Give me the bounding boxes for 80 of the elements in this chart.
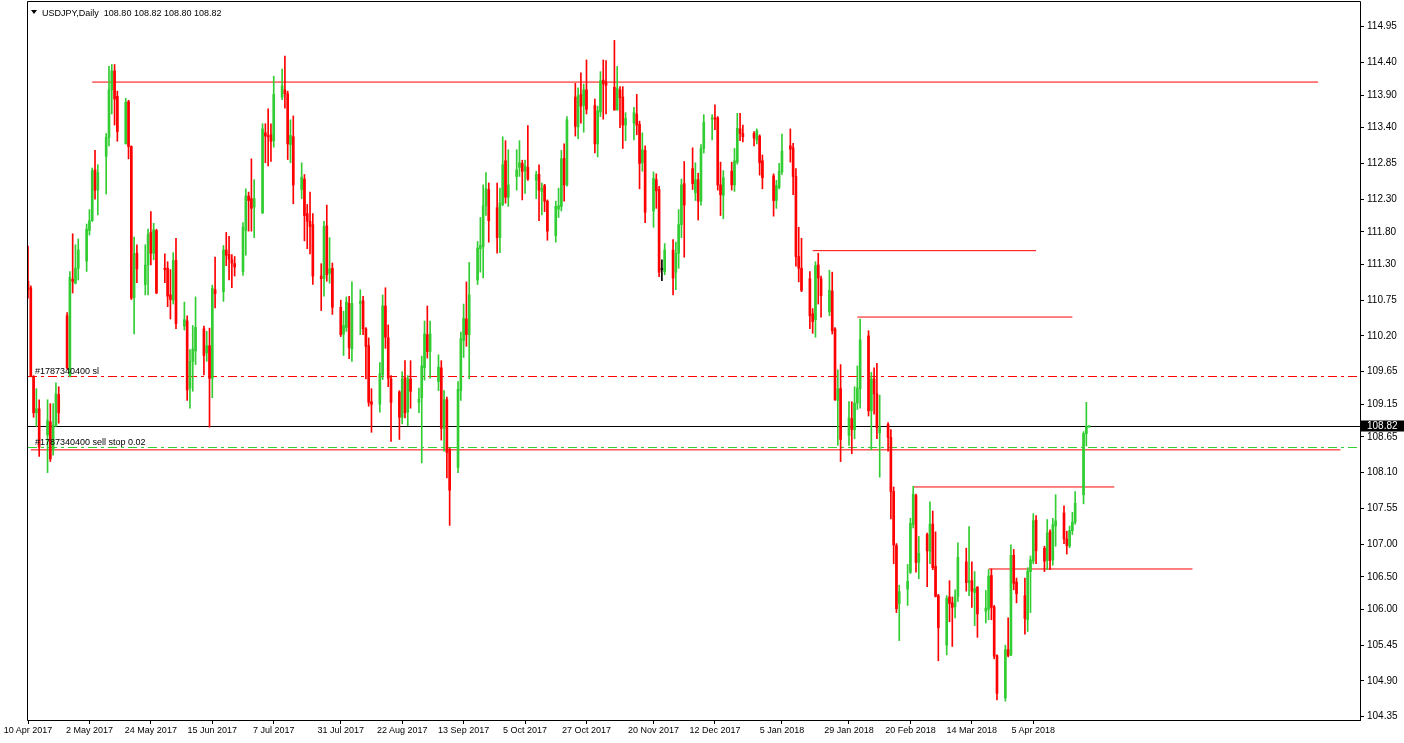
candlestick	[663, 243, 667, 276]
candlestick	[398, 390, 401, 440]
candlestick	[917, 536, 921, 580]
y-tick-label: 113.40	[1367, 121, 1398, 133]
candlestick	[652, 171, 655, 228]
x-tick-label: 24 May 2017	[124, 724, 177, 735]
candlestick	[152, 222, 155, 261]
candlestick	[183, 301, 186, 331]
x-tick-label: 5 Oct 2017	[503, 724, 548, 735]
x-tick-label: 31 Jul 2017	[317, 724, 365, 735]
x-tick-label: 22 Aug 2017	[376, 724, 428, 735]
candlestick	[266, 108, 270, 167]
candlestick	[328, 237, 331, 284]
candlestick	[261, 123, 264, 214]
candlestick	[624, 112, 627, 141]
candlestick	[425, 305, 429, 359]
candlestick	[682, 161, 686, 258]
candlestick	[35, 388, 38, 427]
x-tick-label: 7 Jul 2017	[252, 724, 295, 735]
candlestick	[691, 147, 694, 190]
candlestick	[250, 158, 253, 232]
text: USDJPY,Daily 108.80 108.82 108.80 108.82	[42, 8, 222, 18]
candlestick	[660, 259, 664, 281]
x-tick-label: 29 Jan 2018	[824, 724, 874, 735]
ref-line-label: 108.82	[1367, 420, 1399, 432]
candlestick	[437, 354, 440, 391]
candlestick	[208, 327, 211, 428]
y-tick-label: 106.00	[1367, 603, 1399, 615]
candlestick	[867, 330, 870, 417]
y-tick-label: 109.15	[1367, 398, 1399, 410]
y-tick-label: 108.65	[1367, 430, 1399, 442]
y-tick-label: 107.55	[1367, 502, 1399, 514]
candlestick	[641, 132, 644, 172]
candlestick	[976, 586, 979, 638]
x-tick-label: 20 Feb 2018	[885, 724, 936, 735]
y-tick-label: 110.75	[1367, 293, 1398, 305]
x-tick-label: 10 Apr 2017	[3, 724, 53, 735]
candlestick	[694, 162, 697, 201]
candlestick	[300, 162, 303, 199]
candlestick	[1004, 644, 1007, 702]
candlestick	[987, 569, 990, 621]
candlestick	[205, 331, 209, 362]
x-tick-label: 5 Jan 2018	[759, 724, 805, 735]
y-tick-label: 106.50	[1367, 570, 1399, 582]
candlestick	[465, 281, 468, 347]
y-tick-label: 111.30	[1367, 258, 1397, 270]
candlestick	[973, 571, 976, 626]
candlestick	[601, 59, 605, 120]
candlestick	[222, 245, 225, 302]
y-tick-label: 105.45	[1367, 638, 1399, 650]
x-tick-label: 14 Mar 2018	[946, 724, 998, 735]
x-tick-label: 2 May 2017	[65, 724, 113, 735]
y-tick-label: 112.85	[1367, 157, 1398, 169]
y-tick-label: 108.10	[1367, 466, 1399, 478]
y-tick-label: 114.95	[1367, 20, 1398, 32]
y-tick-label: 109.65	[1367, 365, 1399, 377]
candlestick	[828, 269, 831, 317]
x-tick-label: 15 Jun 2017	[187, 724, 238, 735]
x-tick-label: 12 Dec 2017	[689, 724, 741, 735]
y-tick-label: 112.30	[1367, 192, 1398, 204]
x-tick-label: 20 Nov 2017	[627, 724, 680, 735]
candlestick	[319, 263, 323, 311]
candlestick	[289, 119, 292, 164]
candlestick	[534, 170, 538, 199]
y-tick-label: 114.40	[1367, 56, 1398, 68]
candlestick	[331, 262, 334, 315]
candlestick	[155, 228, 158, 294]
y-tick-label: 111.80	[1367, 225, 1397, 237]
candlestick	[772, 173, 775, 217]
y-tick-label: 113.90	[1367, 88, 1398, 100]
x-tick-label: 13 Sep 2017	[438, 724, 490, 735]
x-tick-label: 27 Oct 2017	[561, 724, 612, 735]
y-tick-label: 104.35	[1367, 710, 1399, 722]
y-tick-label: 104.90	[1367, 674, 1399, 686]
candlestick	[814, 261, 817, 338]
candlestick	[897, 584, 901, 641]
y-tick-label: 107.00	[1367, 537, 1399, 549]
candlestick	[504, 140, 507, 204]
x-tick-label: 5 Apr 2018	[1011, 724, 1056, 735]
y-tick-label: 110.20	[1367, 329, 1398, 341]
